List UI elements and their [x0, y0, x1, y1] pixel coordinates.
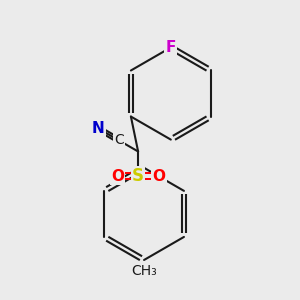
Text: O: O	[152, 169, 165, 184]
Text: N: N	[92, 121, 105, 136]
Text: CH₃: CH₃	[131, 263, 157, 278]
Text: C: C	[114, 133, 124, 147]
Text: O: O	[111, 169, 124, 184]
Text: S: S	[132, 167, 144, 185]
Text: F: F	[166, 40, 176, 55]
